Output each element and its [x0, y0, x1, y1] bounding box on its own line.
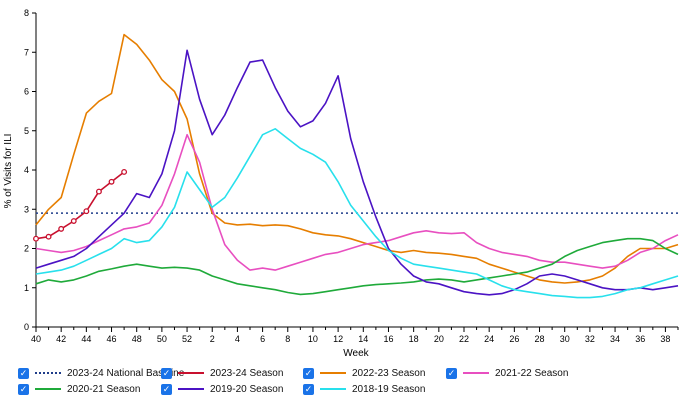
x-tick-label: 32 [585, 334, 595, 344]
legend-label: 2023-24 National Baseline [67, 367, 185, 379]
data-point-2023-24-season [108, 178, 115, 185]
y-tick-label: 1 [24, 283, 29, 293]
x-tick-label: 4 [235, 334, 240, 344]
legend-label: 2023-24 Season [210, 367, 284, 379]
legend-label: 2021-22 Season [495, 367, 569, 379]
series-line-2021-22-season [35, 133, 679, 271]
legend-item-2022-23-season[interactable]: ✓ 2022-23 Season [303, 366, 425, 380]
x-tick-label: 26 [509, 334, 519, 344]
x-tick-label: 6 [260, 334, 265, 344]
legend-item-2023-24-national-baseline[interactable]: ✓ 2023-24 National Baseline [18, 366, 184, 380]
y-tick-label: 3 [24, 204, 29, 214]
data-point-2023-24-season [95, 188, 102, 195]
legend-swatch [35, 372, 61, 374]
data-point-2023-24-season [45, 233, 52, 240]
y-axis-title: % of Visits for ILI [3, 134, 14, 209]
x-tick-label: 42 [56, 334, 66, 344]
legend-swatch [320, 372, 346, 374]
checkbox-icon[interactable]: ✓ [446, 367, 457, 379]
checkbox-icon[interactable]: ✓ [303, 367, 314, 379]
y-tick-label: 6 [24, 87, 29, 97]
x-tick-label: 38 [660, 334, 670, 344]
checkbox-icon[interactable]: ✓ [303, 383, 314, 395]
x-tick-label: 28 [535, 334, 545, 344]
series-line-2020-21-season [35, 237, 679, 296]
y-tick-label: 4 [24, 165, 29, 175]
legend-swatch [178, 388, 204, 390]
x-tick-label: 20 [434, 334, 444, 344]
x-tick-label: 10 [308, 334, 318, 344]
legend-swatch [178, 372, 204, 374]
legend-label: 2018-19 Season [352, 383, 426, 395]
y-tick-label: 8 [24, 8, 29, 18]
legend-swatch [320, 388, 346, 390]
data-point-2023-24-season [70, 218, 77, 224]
series-layer [33, 33, 679, 299]
legend-item-2020-21-season[interactable]: ✓ 2020-21 Season [18, 382, 140, 396]
x-tick-label: 30 [560, 334, 570, 344]
legend-item-2023-24-season[interactable]: ✓ 2023-24 Season [161, 366, 283, 380]
x-tick-label: 24 [484, 334, 494, 344]
data-point-2023-24-season [83, 208, 90, 215]
data-point-2023-24-season [121, 169, 128, 175]
checkbox-icon[interactable]: ✓ [18, 367, 29, 379]
x-tick-label: 40 [31, 334, 41, 344]
legend-label: 2022-23 Season [352, 367, 426, 379]
legend-label: 2020-21 Season [67, 383, 141, 395]
x-tick-label: 36 [635, 334, 645, 344]
x-tick-label: 18 [409, 334, 419, 344]
x-tick-label: 2 [210, 334, 215, 344]
series-line-2018-19-season [35, 128, 679, 299]
legend-label: 2019-20 Season [210, 383, 284, 395]
x-tick-label: 50 [157, 334, 167, 344]
legend-item-2018-19-season[interactable]: ✓ 2018-19 Season [303, 382, 425, 396]
series-line-2019-20-season [35, 49, 679, 296]
x-tick-label: 48 [132, 334, 142, 344]
y-tick-label: 0 [24, 322, 29, 332]
x-tick-label: 22 [459, 334, 469, 344]
x-axis-title: Week [343, 348, 369, 359]
checkbox-icon[interactable]: ✓ [18, 383, 29, 395]
x-tick-label: 46 [107, 334, 117, 344]
y-tick-label: 7 [24, 47, 29, 57]
x-tick-label: 12 [333, 334, 343, 344]
x-tick-label: 34 [610, 334, 620, 344]
data-point-2023-24-season [58, 225, 65, 232]
x-tick-label: 14 [358, 334, 368, 344]
data-point-2023-24-season [33, 235, 39, 242]
legend-item-2021-22-season[interactable]: ✓ 2021-22 Season [446, 366, 568, 380]
x-tick-label: 16 [383, 334, 393, 344]
x-tick-label: 52 [182, 334, 192, 344]
checkbox-icon[interactable]: ✓ [161, 383, 172, 395]
y-tick-label: 5 [24, 126, 29, 136]
chart-legend: ✓ 2023-24 National Baseline ✓ 2023-24 Seaso… [18, 366, 688, 398]
y-tick-label: 2 [24, 244, 29, 254]
x-tick-label: 44 [81, 334, 91, 344]
x-tick-label: 8 [285, 334, 290, 344]
series-line-2022-23-season [35, 33, 679, 284]
checkbox-icon[interactable]: ✓ [161, 367, 172, 379]
legend-item-2019-20-season[interactable]: ✓ 2019-20 Season [161, 382, 283, 396]
legend-swatch [463, 372, 489, 374]
legend-swatch [35, 388, 61, 390]
